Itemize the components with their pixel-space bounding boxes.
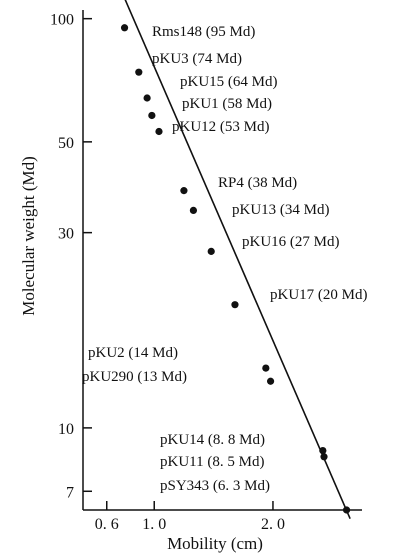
y-tick-label: 10 [58, 421, 74, 438]
point-label: pKU14 (8. 8 Md) [160, 432, 265, 448]
point-label: pKU290 (13 Md) [82, 369, 187, 385]
point-label: Rms148 (95 Md) [152, 24, 255, 40]
data-point [155, 127, 163, 136]
point-label: pKU3 (74 Md) [152, 51, 242, 67]
point-label: pKU13 (34 Md) [232, 202, 330, 218]
point-label: RP4 (38 Md) [218, 175, 297, 191]
point-label: pKU17 (20 Md) [270, 287, 368, 303]
x-tick-label: 0. 6 [95, 516, 119, 533]
y-tick-label: 100 [50, 12, 74, 29]
y-tick-label: 50 [58, 135, 74, 152]
data-point [180, 187, 188, 195]
fit-line-group [124, 0, 351, 519]
data-point [135, 68, 143, 76]
data-point [320, 453, 328, 461]
point-label: pKU2 (14 Md) [88, 345, 178, 361]
point-label: pSY343 (6. 3 Md) [160, 478, 270, 494]
x-tick-label: 1. 0 [142, 516, 166, 533]
point-label: pKU11 (8. 5 Md) [160, 454, 264, 470]
point-labels: Rms148 (95 Md) pKU3 (74 Md) pKU15 (64 Md) p… [82, 24, 368, 494]
data-point [120, 24, 129, 32]
data-point [319, 447, 327, 455]
x-axis-title: Mobility (cm) [167, 534, 263, 553]
data-point [231, 301, 239, 309]
point-label: pKU16 (27 Md) [242, 234, 340, 250]
data-point [143, 94, 151, 102]
y-ticks: 100 50 30 10 7 [50, 12, 92, 501]
data-point [262, 364, 270, 372]
y-axis-title: Molecular weight (Md) [19, 156, 38, 316]
data-point [342, 506, 351, 514]
data-point [266, 377, 275, 385]
point-label: pKU15 (64 Md) [180, 74, 278, 90]
data-point [148, 111, 156, 120]
data-point [189, 206, 198, 214]
data-point [207, 247, 215, 255]
x-ticks: 0. 6 1. 0 2. 0 [95, 501, 285, 533]
data-points [120, 24, 351, 514]
x-tick-label: 2. 0 [261, 516, 285, 533]
point-label: pKU1 (58 Md) [182, 96, 272, 112]
y-tick-label: 7 [66, 484, 74, 501]
point-label: pKU12 (53 Md) [172, 119, 270, 135]
y-tick-label: 30 [58, 226, 74, 243]
fit-line [124, 0, 351, 519]
